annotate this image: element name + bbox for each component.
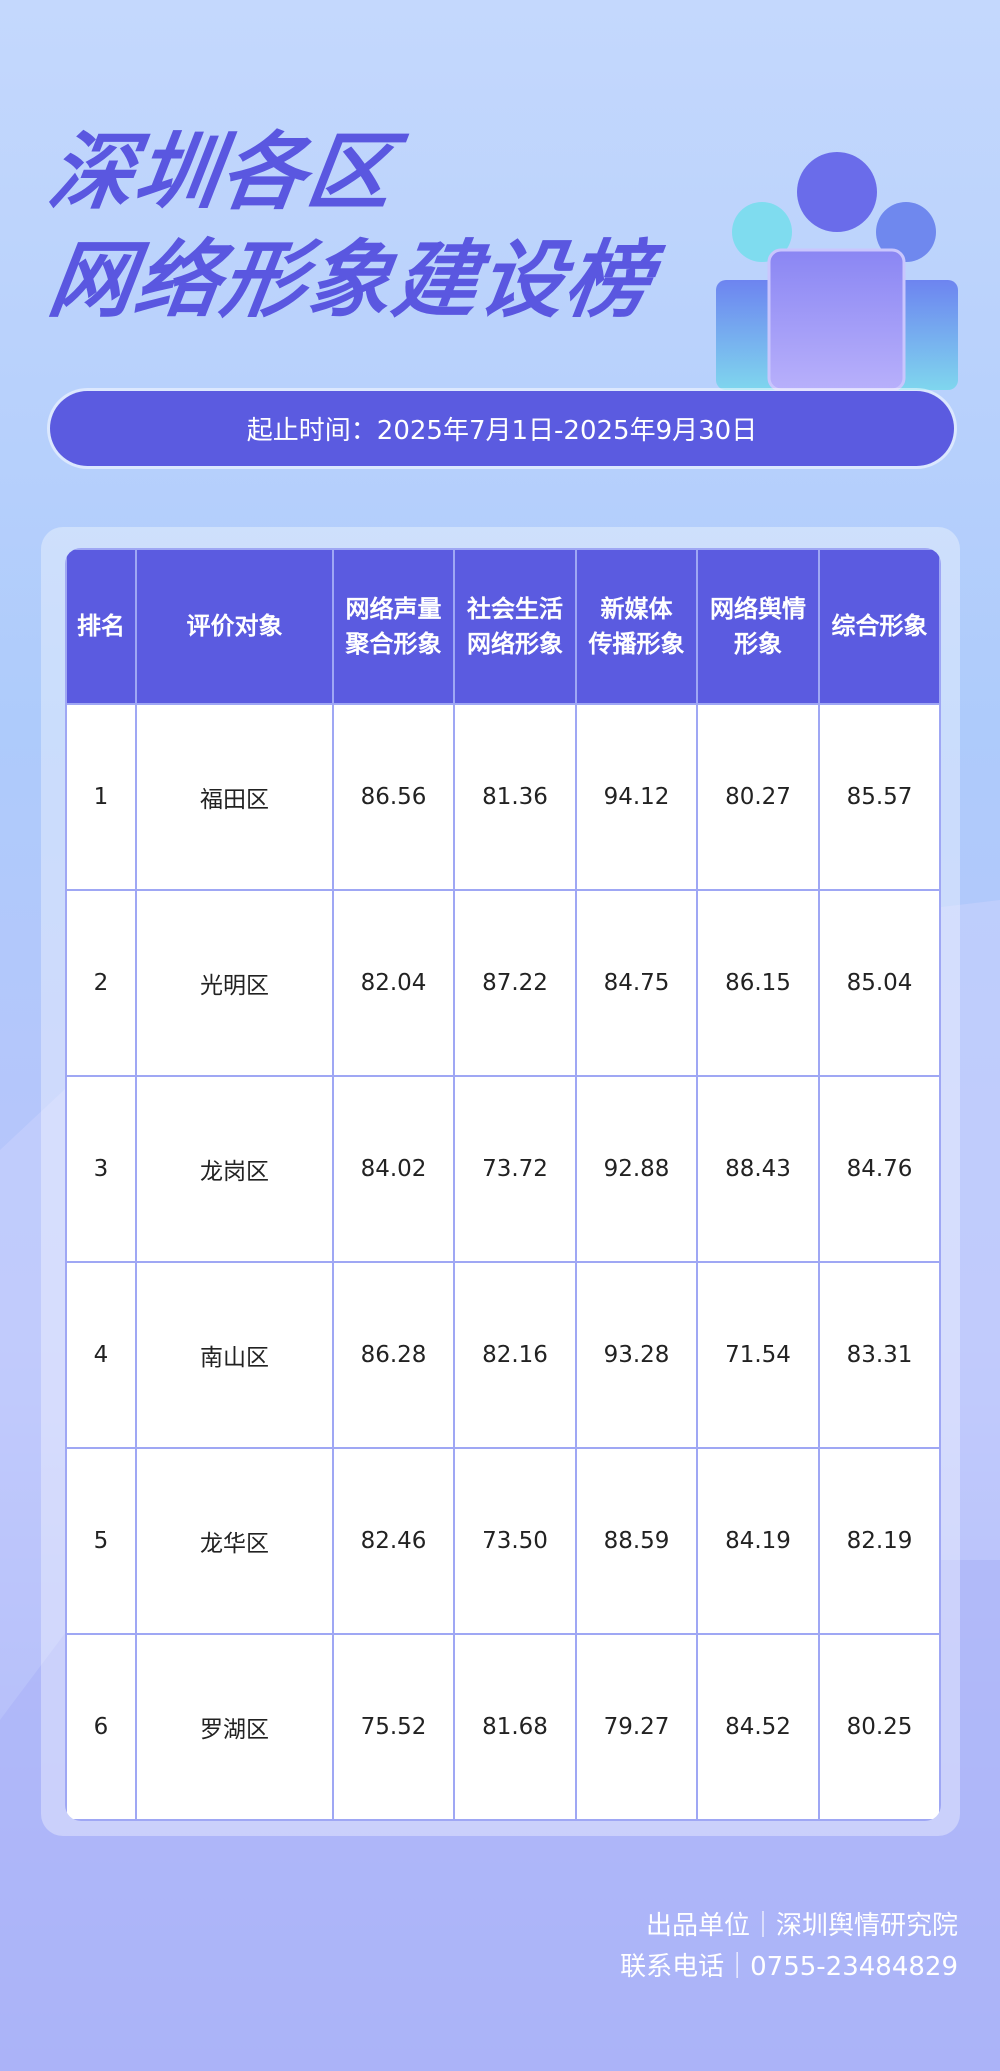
table-cell: 81.68	[453, 1633, 577, 1821]
table-cell: 4	[65, 1261, 137, 1449]
header-text: 新媒体	[600, 594, 673, 623]
header-row: 排名 评价对象 网络声量 聚合形象 社会生活 网络形象 新媒体 传播形象 网络舆情 形象 综合形象	[65, 548, 941, 705]
header-text: 网络形象	[467, 629, 563, 658]
table-cell: 80.27	[696, 703, 820, 891]
header-text: 传播形象	[588, 629, 685, 658]
table-cell: 罗湖区	[135, 1633, 334, 1821]
ranking-table: 排名 评价对象 网络声量 聚合形象 社会生活 网络形象 新媒体 传播形象 网络舆情 形象 综合形象 …	[65, 548, 941, 1821]
table-cell: 81.36	[453, 703, 577, 891]
title-line: 网络形象建设榜	[43, 231, 659, 329]
table-cell: 88.43	[696, 1075, 820, 1263]
table-cell: 84.52	[696, 1633, 820, 1821]
table-row: 5 龙华区 82.46 73.50 88.59 84.19 82.19	[65, 1447, 941, 1635]
table-row: 6 罗湖区 75.52 81.68 79.27 84.52 80.25	[65, 1633, 941, 1821]
table-cell: 85.04	[818, 889, 941, 1077]
table-cell: 75.52	[332, 1633, 455, 1821]
table-cell: 86.28	[332, 1261, 455, 1449]
table-cell: 1	[65, 703, 137, 891]
table-cell: 龙岗区	[135, 1075, 334, 1263]
header-text: 排名	[77, 612, 125, 641]
table-cell: 73.72	[453, 1075, 577, 1263]
header-text: 评价对象	[186, 612, 283, 641]
footer-line: 出品单位｜深圳舆情研究院	[645, 1911, 958, 1941]
table-cell: 94.12	[575, 703, 698, 891]
header-cell: 新媒体 传播形象	[575, 548, 698, 705]
footer-line: 联系电话｜0755-23484829	[620, 1952, 958, 1982]
table-cell: 光明区	[135, 889, 334, 1077]
table-row: 1 福田区 86.56 81.36 94.12 80.27 85.57	[65, 703, 941, 891]
table-cell: 73.50	[453, 1447, 577, 1635]
header-cell: 网络声量 聚合形象	[332, 548, 455, 705]
table-cell: 82.04	[332, 889, 455, 1077]
table-cell: 3	[65, 1075, 137, 1263]
table-cell: 龙华区	[135, 1447, 334, 1635]
period-pill: 起止时间：2025年7月1日-2025年9月30日	[50, 391, 954, 466]
table-cell: 93.28	[575, 1261, 698, 1449]
table-cell: 南山区	[135, 1261, 334, 1449]
header-cell: 评价对象	[135, 548, 334, 705]
table-cell: 2	[65, 889, 137, 1077]
table-cell: 85.57	[818, 703, 941, 891]
header-text: 社会生活	[467, 594, 563, 623]
table-cell: 84.02	[332, 1075, 455, 1263]
table-row: 3 龙岗区 84.02 73.72 92.88 88.43 84.76	[65, 1075, 941, 1263]
table-cell: 79.27	[575, 1633, 698, 1821]
table-cell: 福田区	[135, 703, 334, 891]
header-text: 网络声量	[345, 594, 442, 623]
header-cell: 排名	[65, 548, 137, 705]
table-cell: 84.75	[575, 889, 698, 1077]
people-illustration	[716, 152, 958, 392]
header-cell: 综合形象	[818, 548, 941, 705]
table-cell: 84.19	[696, 1447, 820, 1635]
header-text: 形象	[734, 629, 782, 658]
table-cell: 84.76	[818, 1075, 941, 1263]
table-row: 4 南山区 86.28 82.16 93.28 71.54 83.31	[65, 1261, 941, 1449]
table-row: 2 光明区 82.04 87.22 84.75 86.15 85.04	[65, 889, 941, 1077]
title-line: 深圳各区	[43, 123, 401, 221]
header-cell: 网络舆情 形象	[696, 548, 820, 705]
header-text: 聚合形象	[345, 629, 442, 658]
header-text: 综合形象	[831, 612, 928, 641]
table-cell: 82.16	[453, 1261, 577, 1449]
table-cell: 86.15	[696, 889, 820, 1077]
header-text: 网络舆情	[710, 594, 806, 623]
table-cell: 83.31	[818, 1261, 941, 1449]
table-cell: 71.54	[696, 1261, 820, 1449]
table-cell: 88.59	[575, 1447, 698, 1635]
table-cell: 87.22	[453, 889, 577, 1077]
table-cell: 82.46	[332, 1447, 455, 1635]
table-cell: 86.56	[332, 703, 455, 891]
table-cell: 5	[65, 1447, 137, 1635]
table-cell: 82.19	[818, 1447, 941, 1635]
table-cell: 80.25	[818, 1633, 941, 1821]
header-cell: 社会生活 网络形象	[453, 548, 577, 705]
table-cell: 6	[65, 1633, 137, 1821]
table-cell: 92.88	[575, 1075, 698, 1263]
